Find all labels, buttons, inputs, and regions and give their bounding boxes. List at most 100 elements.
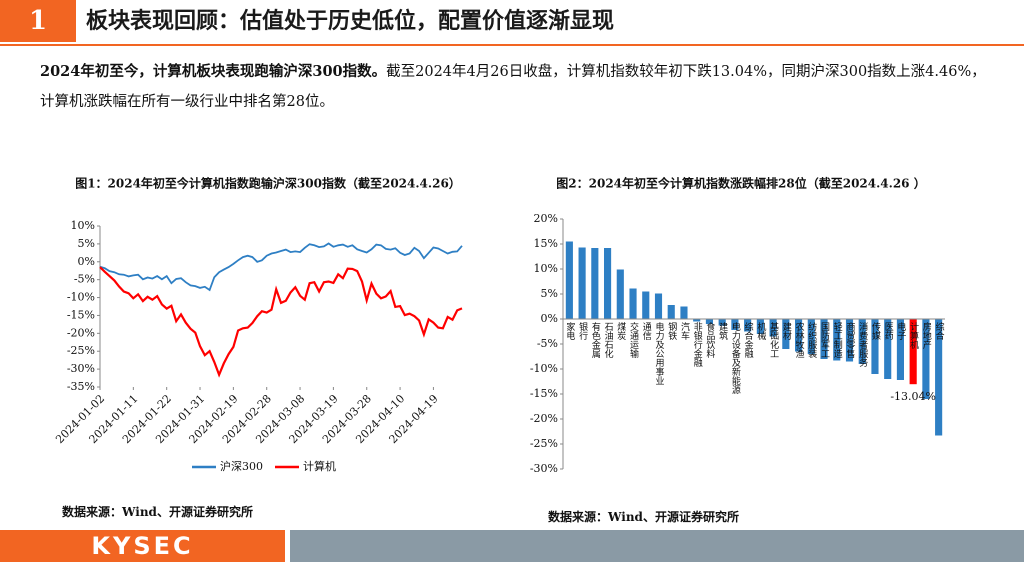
bar [604,248,612,319]
bar [820,319,828,359]
section-number: 1 [0,0,76,42]
logo: KYSEC [0,530,285,562]
x-tick-label: 农林牧渔 [794,321,805,358]
y-tick-label: 10% [534,262,558,275]
legend-label: 沪深300 [220,459,263,473]
x-tick-label: 综合金融 [743,321,754,359]
y-tick-label: 0% [78,255,95,268]
x-tick-label: 国防军工 [819,322,830,358]
bar [642,291,650,319]
y-tick-label: -10% [530,362,558,375]
x-tick-label: 银行 [577,321,588,341]
x-tick-label: 建材 [781,321,792,340]
x-tick-label: 非银行金融 [692,321,703,368]
y-tick-label: 5% [541,287,558,300]
y-tick-label: -10% [67,291,95,304]
bar [591,248,599,319]
x-tick-label: 医药 [883,322,894,341]
bar [833,319,841,361]
bar [858,319,866,364]
intro: 2024年初至今，计算机板块表现跑输沪深300指数。截至2024年4月26日收盘… [40,57,995,117]
bar [845,319,854,362]
x-tick-label: 交通运输 [628,321,639,359]
y-tick-label: 10% [71,219,95,232]
chart-title: 图2：2024年初至今计算机指数涨跌幅排28位（截至2024.4.26 ） [556,176,925,191]
bar [654,293,663,319]
y-tick-label: -30% [67,362,95,375]
footer-bar [290,530,1024,562]
slide-title: 板块表现回顾：估值处于历史低位，配置价值逐渐显现 [86,8,615,34]
y-tick-label: 0% [541,312,558,325]
x-tick-label: 基础化工 [768,321,779,358]
value-label: -13.04% [890,390,936,403]
bar [935,319,943,436]
bar [693,319,701,322]
x-tick-label: 轻工制造 [832,321,843,359]
bar [629,288,637,319]
x-tick-label: 食品饮料 [704,321,715,359]
intro-text: 截至2024年4月26日收盘，计算机指数较年初下跌13.04%，同期沪深300指… [40,64,986,110]
bar [578,247,586,319]
bar [667,305,675,319]
x-tick-label: 电子 [895,321,906,340]
bar [807,319,815,354]
y-tick-label: -15% [530,387,558,400]
y-tick-label: -20% [67,326,95,339]
bar [884,319,892,379]
x-tick-label: 石油石化 [603,322,614,359]
y-tick-label: -5% [537,337,558,350]
bar [718,319,726,326]
source: 数据来源：Wind、开源证券研究所 [548,510,739,524]
x-tick-label: 建筑 [717,321,728,341]
x-tick-label: 机械 [755,321,766,341]
y-tick-label: -20% [530,412,558,425]
x-tick-label: 纺织服装 [806,321,817,359]
x-tick-label: 通信 [641,322,652,341]
x-tick-label: 家电 [564,321,575,340]
x-tick-label: 煤炭 [615,321,626,341]
intro-bold: 2024年初至今，计算机板块表现跑输沪深300指数。 [40,63,387,80]
y-tick-label: -35% [67,380,95,393]
y-tick-label: 20% [534,212,558,225]
source: 数据来源：Wind、开源证券研究所 [62,505,253,519]
y-tick-label: -30% [530,462,558,475]
chart-title: 图1：2024年初至今计算机指数跑输沪深300指数（截至2024.4.26） [75,176,461,191]
title-rule [0,44,1024,46]
bar [731,319,739,330]
bar [922,319,930,399]
bar [782,319,790,349]
x-tick-label: 消费者服务 [857,321,868,368]
x-tick-label: 电力设备及新能源 [730,321,741,395]
bar [896,319,904,380]
bar [756,319,764,334]
x-tick-label: 钢铁 [666,321,677,341]
y-tick-label: -15% [67,308,95,321]
x-tick-label: 房地产 [921,321,932,350]
y-tick-label: 15% [534,237,558,250]
bar [871,319,879,374]
legend-label: 计算机 [303,459,336,473]
bar [909,319,917,385]
bar [705,319,713,324]
bar [616,269,624,319]
x-tick-label: 综合 [934,321,945,341]
x-tick-label: 汽车 [679,321,690,341]
bar [744,319,752,332]
y-tick-label: -25% [67,344,95,357]
bar [680,306,688,319]
line-series [99,266,463,378]
bar [769,319,777,337]
y-tick-label: -5% [74,273,95,286]
y-tick-label: -25% [530,437,558,450]
x-tick-label: 计算机 [908,321,919,350]
bar [795,319,803,352]
x-tick-label: 传媒 [870,321,881,341]
x-tick-label: 电力及公用事业 [654,321,665,385]
bar [565,241,573,319]
line-series [99,242,463,292]
x-tick-label: 商贸零售 [845,321,856,359]
y-tick-label: 5% [78,237,95,250]
x-tick-label: 有色金属 [590,321,601,359]
